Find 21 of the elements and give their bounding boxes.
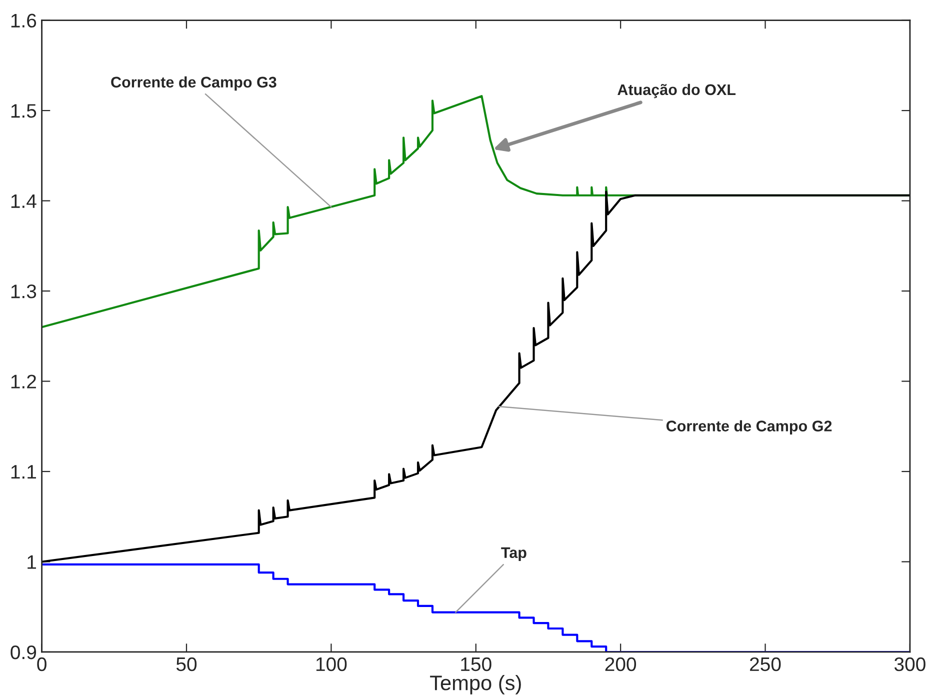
x-tick-label: 150 [461, 657, 492, 672]
x-axis-title: Tempo (s) [430, 674, 521, 694]
line-series [42, 190, 910, 563]
y-tick-label: 1.2 [11, 374, 36, 388]
x-tick-label: 300 [894, 657, 926, 672]
y-tick-label: 0.9 [10, 645, 36, 660]
x-tick-label: 50 [176, 657, 197, 672]
annotation: Corrente de Campo G3 [111, 76, 276, 91]
x-tick-label: 200 [605, 657, 636, 672]
y-tick-label: 1.6 [11, 14, 36, 28]
y-tick-label: 1 [28, 555, 36, 569]
x-tick-label: 100 [316, 657, 347, 672]
y-tick-label: 1.3 [11, 284, 36, 298]
y-tick-label: 1.5 [11, 104, 36, 118]
annotation: Atuação do OXL [618, 84, 736, 98]
x-tick-label: 0 [37, 657, 46, 672]
y-tick-label: 1.1 [11, 465, 36, 479]
y-tick-label: 1.4 [11, 194, 36, 208]
annotation: Tap [501, 547, 526, 562]
annotation: Corrente de Campo G2 [666, 420, 832, 434]
x-tick-label: 250 [750, 657, 781, 672]
